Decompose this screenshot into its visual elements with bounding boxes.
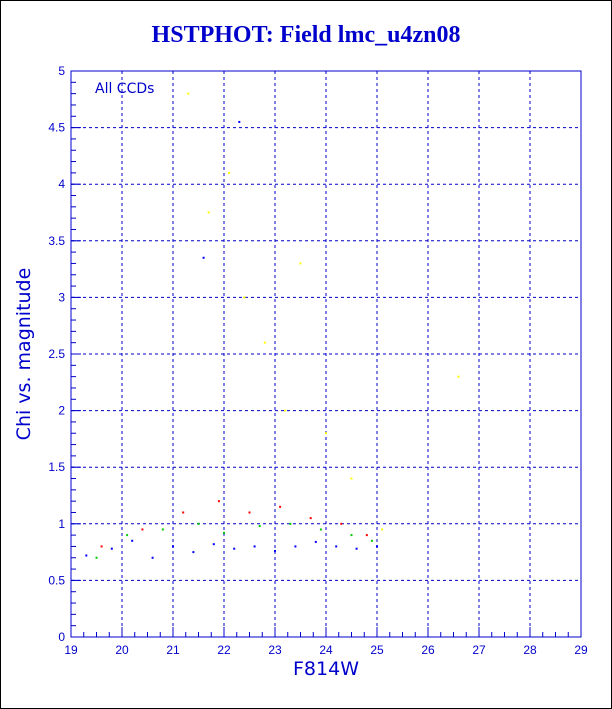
data-point <box>350 477 353 480</box>
data-point <box>365 534 368 537</box>
x-tick-label: 22 <box>217 643 231 657</box>
x-tick-label: 26 <box>421 643 435 657</box>
data-point <box>335 545 338 548</box>
x-axis-label: F814W <box>293 658 359 680</box>
x-tick-label: 29 <box>574 643 588 657</box>
x-tick-label: 23 <box>268 643 282 657</box>
data-point <box>126 534 129 537</box>
data-point <box>381 528 384 531</box>
y-tick-label: 1.5 <box>48 460 65 474</box>
annotation-all-ccds: All CCDs <box>95 81 154 97</box>
data-point <box>376 545 378 548</box>
data-point <box>141 528 144 531</box>
y-tick-label: 2.5 <box>48 347 65 361</box>
x-tick-label: 25 <box>370 643 384 657</box>
y-tick-label: 0.5 <box>48 573 65 587</box>
y-tick-label: 4 <box>58 177 65 191</box>
data-point <box>340 522 343 525</box>
data-point <box>228 171 231 174</box>
data-point <box>212 543 215 546</box>
data-point <box>284 409 287 412</box>
data-point <box>350 534 353 537</box>
x-tick-label: 21 <box>166 643 180 657</box>
data-point <box>289 522 292 525</box>
y-tick-label: 0 <box>58 630 65 644</box>
x-tick-label: 20 <box>115 643 129 657</box>
data-point <box>457 375 460 378</box>
data-point <box>248 511 251 514</box>
y-axis-label: Chi vs. magnitude <box>13 268 35 441</box>
data-point <box>263 341 266 344</box>
data-point <box>279 505 282 508</box>
data-point <box>110 547 113 550</box>
data-point <box>207 211 210 214</box>
y-tick-label: 3.5 <box>48 234 65 248</box>
data-point <box>151 556 154 559</box>
data-point <box>182 511 185 514</box>
data-point <box>243 296 246 299</box>
data-point <box>202 256 205 259</box>
tick-marks <box>70 70 582 638</box>
data-point <box>299 262 302 265</box>
data-point <box>131 539 134 542</box>
data-point <box>197 522 200 525</box>
data-point <box>192 551 195 554</box>
y-tick-label: 4.5 <box>48 121 65 135</box>
data-point <box>253 545 256 548</box>
data-point <box>100 545 103 548</box>
data-point <box>172 545 174 548</box>
data-point <box>238 120 241 123</box>
y-tick-label: 1 <box>58 517 65 531</box>
data-points <box>85 92 460 559</box>
data-point <box>314 540 317 543</box>
data-point <box>355 547 358 550</box>
grid <box>71 71 581 637</box>
data-point <box>223 531 225 534</box>
data-point <box>309 517 312 520</box>
data-point <box>370 539 373 542</box>
tick-labels: 19 20 21 22 23 24 25 26 27 28 29 0 0.5 1 1.5 2 2.5 3 3.5 4 4… <box>48 64 588 657</box>
x-tick-label: 28 <box>523 643 537 657</box>
chart-title: HSTPHOT: Field lmc_u4zn08 <box>151 22 461 48</box>
x-tick-label: 27 <box>472 643 486 657</box>
x-tick-label: 24 <box>319 643 333 657</box>
y-tick-label: 2 <box>58 404 65 418</box>
data-point <box>95 556 98 559</box>
data-point <box>294 545 297 548</box>
y-tick-label: 3 <box>58 290 65 304</box>
data-point <box>258 525 261 528</box>
data-point <box>319 528 322 531</box>
data-point <box>161 528 164 531</box>
x-tick-label: 19 <box>64 643 78 657</box>
data-point <box>274 549 276 552</box>
data-point <box>85 554 88 557</box>
data-point <box>233 547 236 550</box>
data-point <box>217 500 220 503</box>
data-point <box>187 92 190 95</box>
y-tick-label: 5 <box>58 64 65 78</box>
data-point <box>325 432 327 435</box>
